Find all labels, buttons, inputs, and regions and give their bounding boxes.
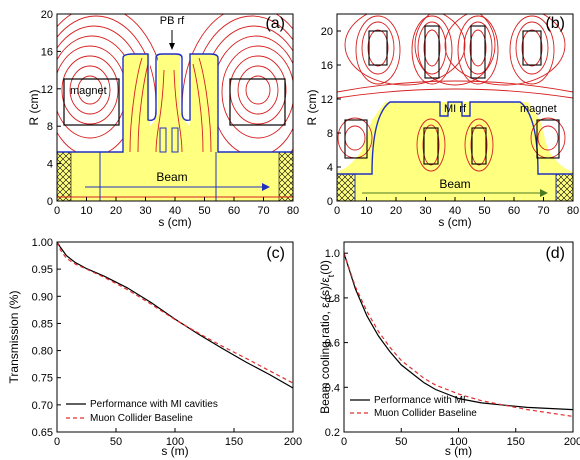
x-axis-label-b: s (cm) — [438, 215, 471, 229]
x-axis-label-c: s (m) — [161, 444, 188, 458]
y-tick-label-a-4: 16 — [41, 46, 53, 58]
x-tick-label-a-0: 0 — [54, 205, 60, 217]
panel-a-field-lines — [57, 14, 293, 201]
y-tick-label-b-4: 16 — [321, 60, 333, 72]
x-tick-label-d-2: 100 — [449, 436, 467, 448]
y-tick-label-d-1: 0.4 — [325, 382, 340, 394]
panel-d: 0 50 100 150 200 0.2 0.4 0.6 0.8 1.0 s (m) (d) Per… — [318, 241, 580, 458]
x-tick-label-b-1: 10 — [360, 205, 372, 217]
y-axis-label-a: R (cm) — [27, 90, 41, 126]
panel-a-beam-label: Beam — [156, 170, 187, 184]
panel-c: 0 50 100 150 200 0.65 0.70 0.75 0.80 0.85 0.90 0.95… — [7, 237, 302, 458]
x-tick-label-b-4: 40 — [449, 205, 461, 217]
y-tick-label-c-3: 0.80 — [32, 346, 53, 358]
x-tick-label-a-5: 50 — [198, 205, 210, 217]
panel-d-legend-series-0: Performance with MI — [374, 395, 466, 406]
x-tick-label-a-8: 80 — [287, 205, 299, 217]
x-tick-label-a-3: 30 — [139, 205, 151, 217]
series-c-1 — [56, 241, 294, 384]
x-tick-label-d-4: 200 — [564, 436, 580, 448]
y-tick-label-c-1: 0.70 — [32, 400, 53, 412]
panel-d-label: (d) — [545, 245, 565, 262]
panel-a-magnet-right — [229, 78, 286, 126]
panel-d-axes: 0 50 100 150 200 0.2 0.4 0.6 0.8 1.0 s (m) — [325, 248, 580, 458]
panel-a-magnet-label: magnet — [70, 85, 107, 97]
panel-c-series — [56, 241, 294, 389]
y-tick-label-c-5: 0.90 — [32, 291, 53, 303]
y-axis-label-c: Transmission (%) — [7, 291, 21, 384]
y-tick-label-a-2: 8 — [47, 121, 53, 133]
y-tick-label-b-3: 12 — [321, 94, 333, 106]
panel-d-legend: Performance with MI Muon Collider Baseli… — [350, 395, 477, 419]
y-axis-label-b: R (cm) — [305, 90, 319, 126]
y-tick-label-b-2: 8 — [327, 128, 333, 140]
panel-c-legend-series-0: Performance with MI cavities — [90, 399, 218, 410]
panel-a-pbrf-label: PB rf — [160, 15, 185, 27]
panel-b-magnet-right — [536, 119, 560, 159]
panel-d-legend-series-1: Muon Collider Baseline — [374, 408, 477, 419]
panel-b: 0 10 20 30 40 50 60 70 80 0 4 8 12 16 20 s (cm) R (cm) M… — [305, 13, 579, 229]
y-tick-label-a-1: 4 — [47, 159, 53, 171]
x-tick-label-b-3: 30 — [419, 205, 431, 217]
y-tick-label-c-0: 0.65 — [32, 427, 53, 439]
panel-a-magnet-left — [63, 78, 120, 126]
x-tick-label-a-2: 20 — [110, 205, 122, 217]
y-tick-label-c-7: 1.00 — [32, 237, 53, 249]
x-tick-label-b-8: 80 — [567, 205, 579, 217]
panel-c-label: (c) — [266, 245, 285, 262]
x-tick-label-a-7: 70 — [257, 205, 269, 217]
y-tick-label-c-6: 0.95 — [32, 264, 53, 276]
x-tick-label-d-3: 150 — [507, 436, 525, 448]
panel-b-field-lines — [337, 14, 573, 201]
y-tick-label-c-2: 0.75 — [32, 373, 53, 385]
y-tick-label-d-0: 0.2 — [325, 427, 340, 439]
x-tick-label-c-4: 200 — [284, 436, 302, 448]
x-tick-label-b-0: 0 — [334, 205, 340, 217]
panel-c-legend: Performance with MI cavities Muon Collid… — [66, 399, 218, 424]
y-tick-label-d-2: 0.6 — [325, 338, 340, 350]
x-axis-label-d: s (m) — [445, 444, 472, 458]
panel-b-magnet-label: magnet — [520, 103, 557, 115]
x-tick-label-a-6: 60 — [228, 205, 240, 217]
series-d-1 — [343, 253, 574, 417]
x-tick-label-a-4: 40 — [169, 205, 181, 217]
y-tick-label-b-1: 4 — [327, 162, 333, 174]
x-tick-label-b-2: 20 — [390, 205, 402, 217]
x-tick-label-c-0: 0 — [54, 436, 60, 448]
panel-c-axes: 0 50 100 150 200 0.65 0.70 0.75 0.80 0.85 0.90 0.95… — [7, 237, 302, 458]
y-tick-label-a-0: 0 — [47, 196, 53, 208]
y-tick-label-d-4: 1.0 — [325, 248, 340, 260]
panel-a: 0 10 20 30 40 50 60 70 80 0 4 8 12 16 20 s (cm) R (cm) P… — [27, 9, 299, 229]
y-tick-label-b-5: 20 — [321, 26, 333, 38]
x-tick-label-d-1: 50 — [395, 436, 407, 448]
panel-b-label: (b) — [545, 15, 565, 32]
series-d-0 — [343, 253, 574, 411]
x-tick-label-b-5: 50 — [478, 205, 490, 217]
y-tick-label-a-3: 12 — [41, 84, 53, 96]
y-tick-label-b-0: 0 — [327, 196, 333, 208]
panel-b-axes: 0 10 20 30 40 50 60 70 80 0 4 8 12 16 20 s (cm) R (cm) — [305, 26, 579, 229]
x-tick-label-b-7: 70 — [537, 205, 549, 217]
panel-a-axes: 0 10 20 30 40 50 60 70 80 0 4 8 12 16 20 s (cm) R (cm) — [27, 9, 299, 229]
panel-a-label: (a) — [265, 15, 285, 32]
x-tick-label-a-1: 10 — [80, 205, 92, 217]
x-tick-label-c-1: 50 — [110, 436, 122, 448]
panel-c-legend-series-1: Muon Collider Baseline — [90, 413, 193, 424]
series-c-0 — [56, 241, 294, 389]
y-tick-label-a-5: 20 — [41, 9, 53, 21]
x-tick-label-d-0: 0 — [341, 436, 347, 448]
panel-d-series — [343, 253, 574, 417]
panel-b-magnet-left — [344, 119, 368, 159]
x-tick-label-c-3: 150 — [225, 436, 243, 448]
panel-b-mirf-label: MI rf — [444, 103, 467, 115]
x-tick-label-b-6: 60 — [508, 205, 520, 217]
x-tick-label-c-2: 100 — [166, 436, 184, 448]
panel-d-ylabel: Beam cooling ratio, εt(s)/εt(0) — [318, 260, 336, 414]
x-axis-label-a: s (cm) — [158, 215, 191, 229]
y-tick-label-d-3: 0.8 — [325, 293, 340, 305]
panel-b-beam-label: Beam — [439, 177, 470, 191]
y-tick-label-c-4: 0.85 — [32, 318, 53, 330]
